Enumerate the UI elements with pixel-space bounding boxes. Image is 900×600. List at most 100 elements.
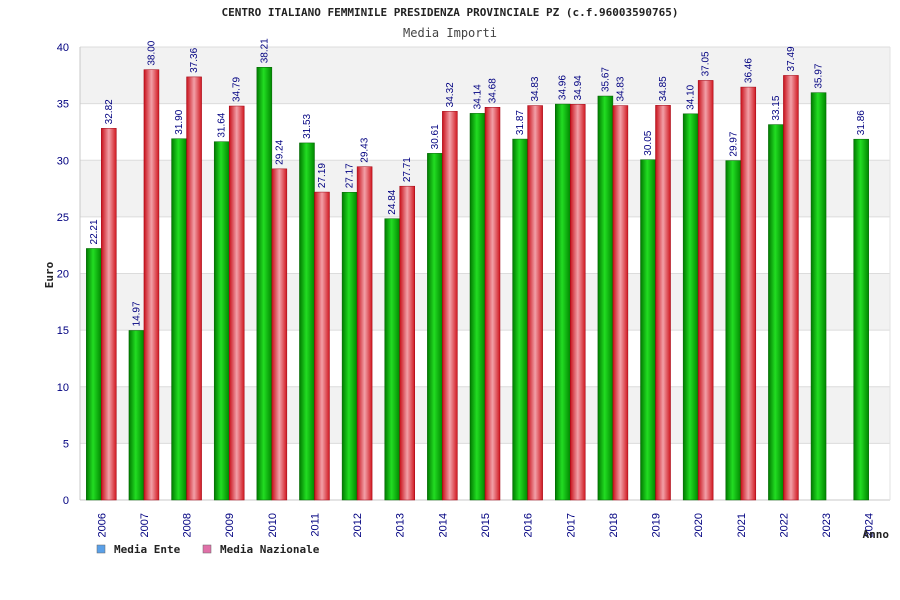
bar-media-nazionale <box>228 105 245 501</box>
bar-media-nazionale <box>612 105 629 501</box>
x-tick-label: 2022 <box>778 513 790 537</box>
bar-media-nazionale <box>527 105 543 501</box>
data-label: 38.00 <box>146 40 157 65</box>
bar-media-nazionale <box>101 128 117 501</box>
x-axis-label: Anno <box>863 528 890 541</box>
legend: Media Ente Media Nazionale <box>96 543 320 556</box>
y-tick-label: 40 <box>57 42 69 54</box>
data-label: 27.17 <box>345 163 356 188</box>
bar-media-ente <box>512 138 528 501</box>
y-tick-label: 35 <box>57 99 69 111</box>
x-tick-label: 2014 <box>437 513 449 537</box>
data-label: 29.24 <box>274 139 285 164</box>
x-tick-label: 2010 <box>267 513 279 537</box>
bar-media-ente <box>725 160 742 501</box>
bar-media-nazionale <box>143 69 160 501</box>
x-tick-label: 2011 <box>309 513 321 537</box>
data-label: 30.05 <box>643 130 654 155</box>
legend-label-media-ente: Media Ente <box>114 543 181 556</box>
data-label: 34.32 <box>445 82 456 107</box>
bar-media-ente <box>768 124 784 501</box>
data-label: 31.90 <box>174 109 185 134</box>
data-label: 27.19 <box>317 163 328 188</box>
data-label: 31.87 <box>515 110 526 135</box>
data-label: 37.49 <box>786 46 797 71</box>
y-tick-label: 15 <box>57 325 69 337</box>
data-label: 37.05 <box>701 51 712 76</box>
x-tick-label: 2020 <box>693 513 705 537</box>
data-label: 35.97 <box>814 63 825 88</box>
data-label: 37.36 <box>189 47 200 72</box>
bar-media-ente <box>427 153 443 501</box>
x-tick-label: 2009 <box>224 513 236 537</box>
bar-media-nazionale <box>783 75 799 501</box>
bar-media-nazionale <box>186 76 202 501</box>
bar-media-ente <box>682 113 699 501</box>
bar-media-ente <box>640 159 656 501</box>
x-tick-label: 2008 <box>182 513 194 537</box>
y-tick-label: 30 <box>57 155 69 167</box>
data-label: 22.21 <box>89 219 100 244</box>
bar-media-nazionale <box>655 105 671 501</box>
bar-media-ente <box>213 141 230 501</box>
x-tick-label: 2019 <box>651 513 663 537</box>
bar-media-ente <box>384 218 400 501</box>
x-axis-ticks: 2006 2007 2008 2009 2010 2011 2012 2013 2014 2015… <box>96 513 875 537</box>
data-label: 34.79 <box>232 77 243 102</box>
x-tick-label: 2007 <box>139 513 151 537</box>
bar-media-nazionale <box>697 80 714 501</box>
bar-media-nazionale <box>442 111 458 501</box>
bar-media-nazionale <box>356 166 373 501</box>
legend-label-media-nazionale: Media Nazionale <box>220 543 320 556</box>
data-label: 34.96 <box>558 75 569 100</box>
data-label: 27.71 <box>402 157 413 182</box>
bar-media-ente <box>469 113 486 501</box>
chart-title: CENTRO ITALIANO FEMMINILE PRESIDENZA PRO… <box>222 6 679 19</box>
data-label: 35.67 <box>600 67 611 92</box>
y-axis-ticks: 0 5 10 15 20 25 30 35 40 <box>57 42 69 507</box>
bar-media-ente <box>810 92 827 501</box>
data-label: 29.43 <box>360 137 371 162</box>
data-label: 38.21 <box>259 38 270 63</box>
value-labels: 22.21 32.82 14.97 38.00 31.90 37.36 31.64 34.79… <box>89 38 867 327</box>
bar-media-ente <box>853 138 869 501</box>
legend-swatch-media-nazionale <box>202 544 212 554</box>
data-label: 34.14 <box>473 84 484 109</box>
x-tick-label: 2012 <box>352 513 364 537</box>
y-tick-label: 5 <box>63 438 69 450</box>
data-label: 29.97 <box>728 131 739 156</box>
bar-media-nazionale <box>484 106 501 501</box>
data-label: 34.68 <box>488 78 499 103</box>
data-label: 34.83 <box>615 76 626 101</box>
x-tick-label: 2006 <box>96 513 108 537</box>
x-tick-label: 2018 <box>608 513 620 537</box>
x-tick-label: 2017 <box>565 513 577 537</box>
bars <box>86 67 869 501</box>
data-label: 34.94 <box>573 75 584 100</box>
bar-media-nazionale <box>740 86 757 501</box>
y-tick-label: 25 <box>57 212 69 224</box>
x-tick-label: 2021 <box>736 513 748 537</box>
data-label: 34.10 <box>686 84 697 109</box>
bar-media-ente <box>256 67 273 501</box>
data-label: 36.46 <box>743 58 754 83</box>
data-label: 34.85 <box>658 76 669 101</box>
bar-media-nazionale <box>314 191 330 501</box>
y-tick-label: 0 <box>63 495 69 507</box>
bar-media-ente <box>171 138 187 501</box>
bar-media-nazionale <box>271 168 288 501</box>
bar-media-nazionale <box>570 104 586 501</box>
data-label: 31.64 <box>217 112 228 137</box>
bar-media-ente <box>128 330 145 501</box>
data-label: 24.84 <box>387 189 398 214</box>
bar-media-ente <box>299 142 315 501</box>
y-tick-label: 20 <box>57 269 69 281</box>
data-label: 30.61 <box>430 124 441 149</box>
y-tick-label: 10 <box>57 382 69 394</box>
data-label: 14.97 <box>131 301 142 326</box>
x-tick-label: 2015 <box>480 513 492 537</box>
x-tick-label: 2024 <box>864 513 876 537</box>
x-tick-label: 2013 <box>395 513 407 537</box>
data-label: 33.15 <box>771 95 782 120</box>
